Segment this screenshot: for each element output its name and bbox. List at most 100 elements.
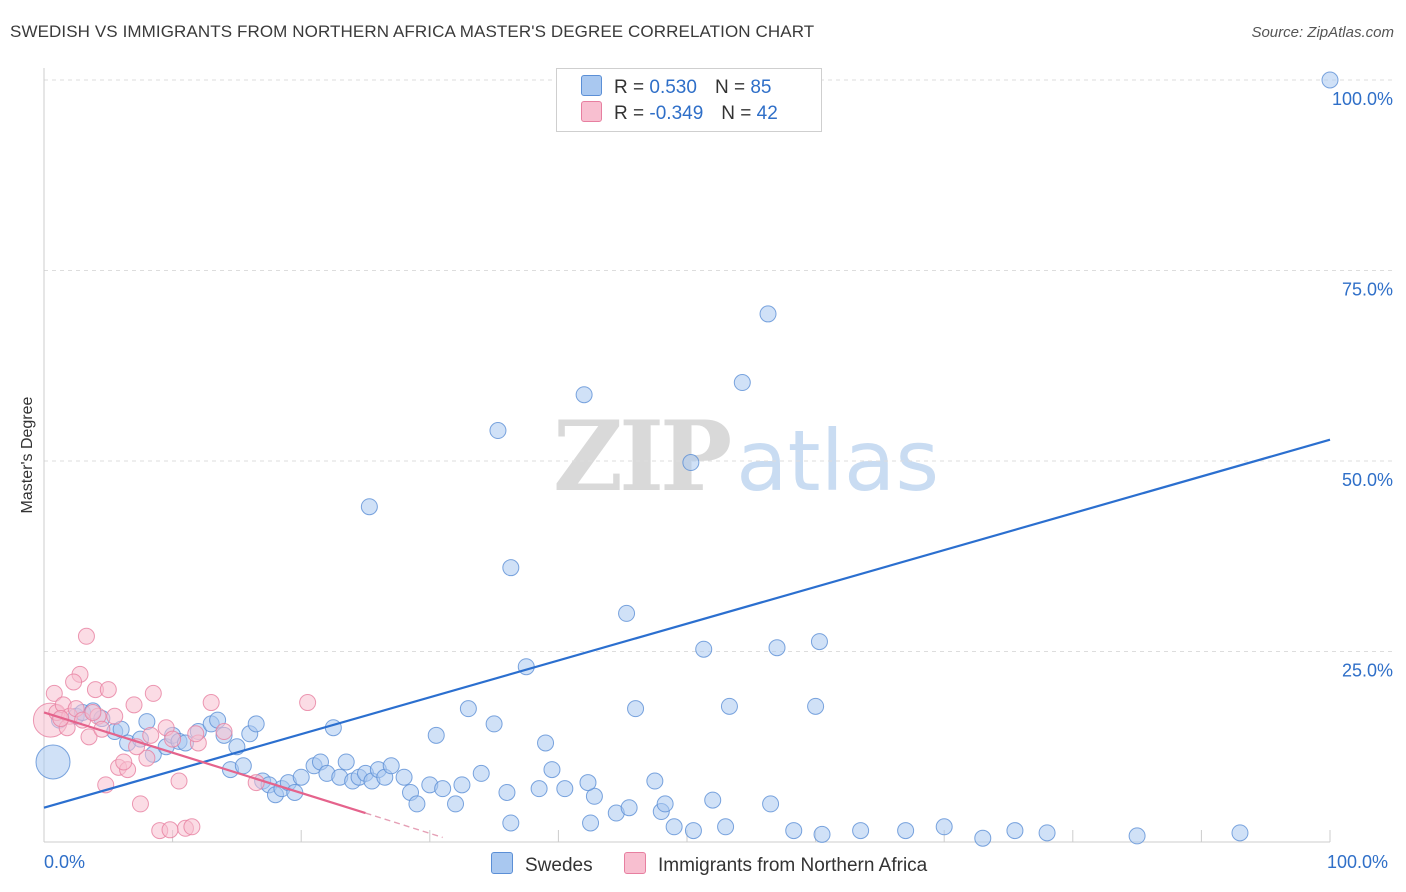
swede-point bbox=[1321, 71, 1339, 89]
swede-point bbox=[897, 822, 915, 840]
swede-point bbox=[720, 697, 738, 715]
swede-point bbox=[556, 780, 574, 798]
swede-point bbox=[324, 719, 342, 737]
immigrant-point bbox=[131, 795, 149, 813]
immigrant-point bbox=[170, 772, 188, 790]
legend-row-swedes: R = 0.530 N = 85 bbox=[581, 75, 771, 99]
y-axis-label: Master's Degree bbox=[19, 396, 36, 514]
chart-title: SWEDISH VS IMMIGRANTS FROM NORTHERN AFRI… bbox=[10, 22, 815, 41]
swede-point bbox=[1006, 822, 1024, 840]
swede-point bbox=[543, 761, 561, 779]
swede-point bbox=[813, 825, 831, 843]
swedes-legend-swatch bbox=[491, 852, 513, 874]
immigrant-point bbox=[142, 726, 160, 744]
swede-point bbox=[472, 764, 490, 782]
swede-point bbox=[627, 700, 645, 718]
swede-point bbox=[395, 768, 413, 786]
immigrant-point bbox=[93, 720, 111, 738]
immigrants-r-value: -0.349 bbox=[649, 103, 704, 124]
swede-point bbox=[762, 795, 780, 813]
swede-point bbox=[489, 422, 507, 440]
immigrant-point bbox=[65, 673, 83, 691]
immigrant-point bbox=[202, 694, 220, 712]
immigrant-point bbox=[80, 728, 98, 746]
swede-point bbox=[807, 697, 825, 715]
watermark: ZIPatlas bbox=[553, 400, 940, 513]
stats-legend: R = 0.530 N = 85 R = -0.349 N = 42 bbox=[556, 68, 822, 132]
immigrants-legend-swatch bbox=[624, 852, 646, 874]
immigrant-point bbox=[125, 696, 143, 714]
swede-point bbox=[768, 639, 786, 657]
immigrant-point bbox=[77, 627, 95, 645]
immigrant-point bbox=[106, 707, 124, 725]
swede-point bbox=[434, 780, 452, 798]
swede-point bbox=[974, 829, 992, 847]
swede-point bbox=[733, 374, 751, 392]
swede-point bbox=[717, 818, 735, 836]
swede-point bbox=[682, 454, 700, 472]
immigrant-point bbox=[144, 684, 162, 702]
y-tick-label: 75.0% bbox=[1342, 280, 1393, 300]
swede-point bbox=[427, 726, 445, 744]
immigrant-point bbox=[215, 723, 233, 741]
swede-point bbox=[684, 822, 702, 840]
swede-point bbox=[1231, 824, 1249, 842]
swede-point bbox=[935, 818, 953, 836]
immigrant-point bbox=[45, 684, 63, 702]
swedes-swatch bbox=[581, 75, 602, 96]
legend-item-immigrants[interactable]: Immigrants from Northern Africa bbox=[624, 852, 927, 877]
swede-point bbox=[785, 822, 803, 840]
swede-point bbox=[530, 780, 548, 798]
immigrant-point bbox=[99, 681, 117, 699]
swede-point bbox=[502, 559, 520, 577]
swedes-r-value: 0.530 bbox=[649, 77, 697, 98]
swede-point bbox=[1128, 827, 1146, 845]
immigrant-point bbox=[84, 703, 102, 721]
swede-point bbox=[337, 753, 355, 771]
swede-point bbox=[35, 744, 71, 780]
swede-point bbox=[852, 822, 870, 840]
swede-point bbox=[620, 799, 638, 817]
immigrant-point bbox=[164, 730, 182, 748]
swede-point bbox=[579, 774, 597, 792]
swede-point bbox=[459, 700, 477, 718]
swede-point bbox=[665, 818, 683, 836]
swede-point bbox=[646, 772, 664, 790]
immigrant-point bbox=[161, 821, 179, 839]
swede-point bbox=[1038, 824, 1056, 842]
swede-point bbox=[656, 795, 674, 813]
legend-item-swedes[interactable]: Swedes bbox=[491, 852, 593, 877]
swede-point bbox=[575, 386, 593, 404]
swede-point bbox=[618, 604, 636, 622]
immigrant-point bbox=[299, 694, 317, 712]
swedes-n-value: 85 bbox=[750, 77, 772, 98]
y-tick-label: 25.0% bbox=[1342, 661, 1393, 681]
swedes-trend-line bbox=[43, 438, 1331, 809]
y-tick-label: 100.0% bbox=[1332, 89, 1393, 109]
swede-point bbox=[247, 715, 265, 733]
swede-point bbox=[498, 783, 516, 801]
swede-point bbox=[585, 787, 603, 805]
source-label: Source: ZipAtlas.com bbox=[1251, 24, 1394, 41]
swede-point bbox=[408, 795, 426, 813]
swede-point bbox=[582, 814, 600, 832]
swede-point bbox=[485, 715, 503, 733]
immigrant-point bbox=[183, 818, 201, 836]
swede-point bbox=[447, 795, 465, 813]
immigrants-n-value: 42 bbox=[756, 103, 778, 124]
immigrant-point bbox=[187, 725, 205, 743]
swede-point bbox=[704, 791, 722, 809]
swede-point bbox=[759, 305, 777, 323]
swede-point bbox=[360, 498, 378, 516]
swede-point bbox=[810, 633, 828, 651]
swede-point bbox=[695, 640, 713, 658]
swede-point bbox=[292, 768, 310, 786]
swede-point bbox=[453, 776, 471, 794]
swede-point bbox=[382, 757, 400, 775]
x-tick-min: 0.0% bbox=[44, 852, 86, 872]
immigrants-swatch bbox=[581, 101, 602, 122]
immigrant-point bbox=[115, 753, 133, 771]
swede-point bbox=[537, 734, 555, 752]
x-tick-max: 100.0% bbox=[1327, 852, 1389, 872]
